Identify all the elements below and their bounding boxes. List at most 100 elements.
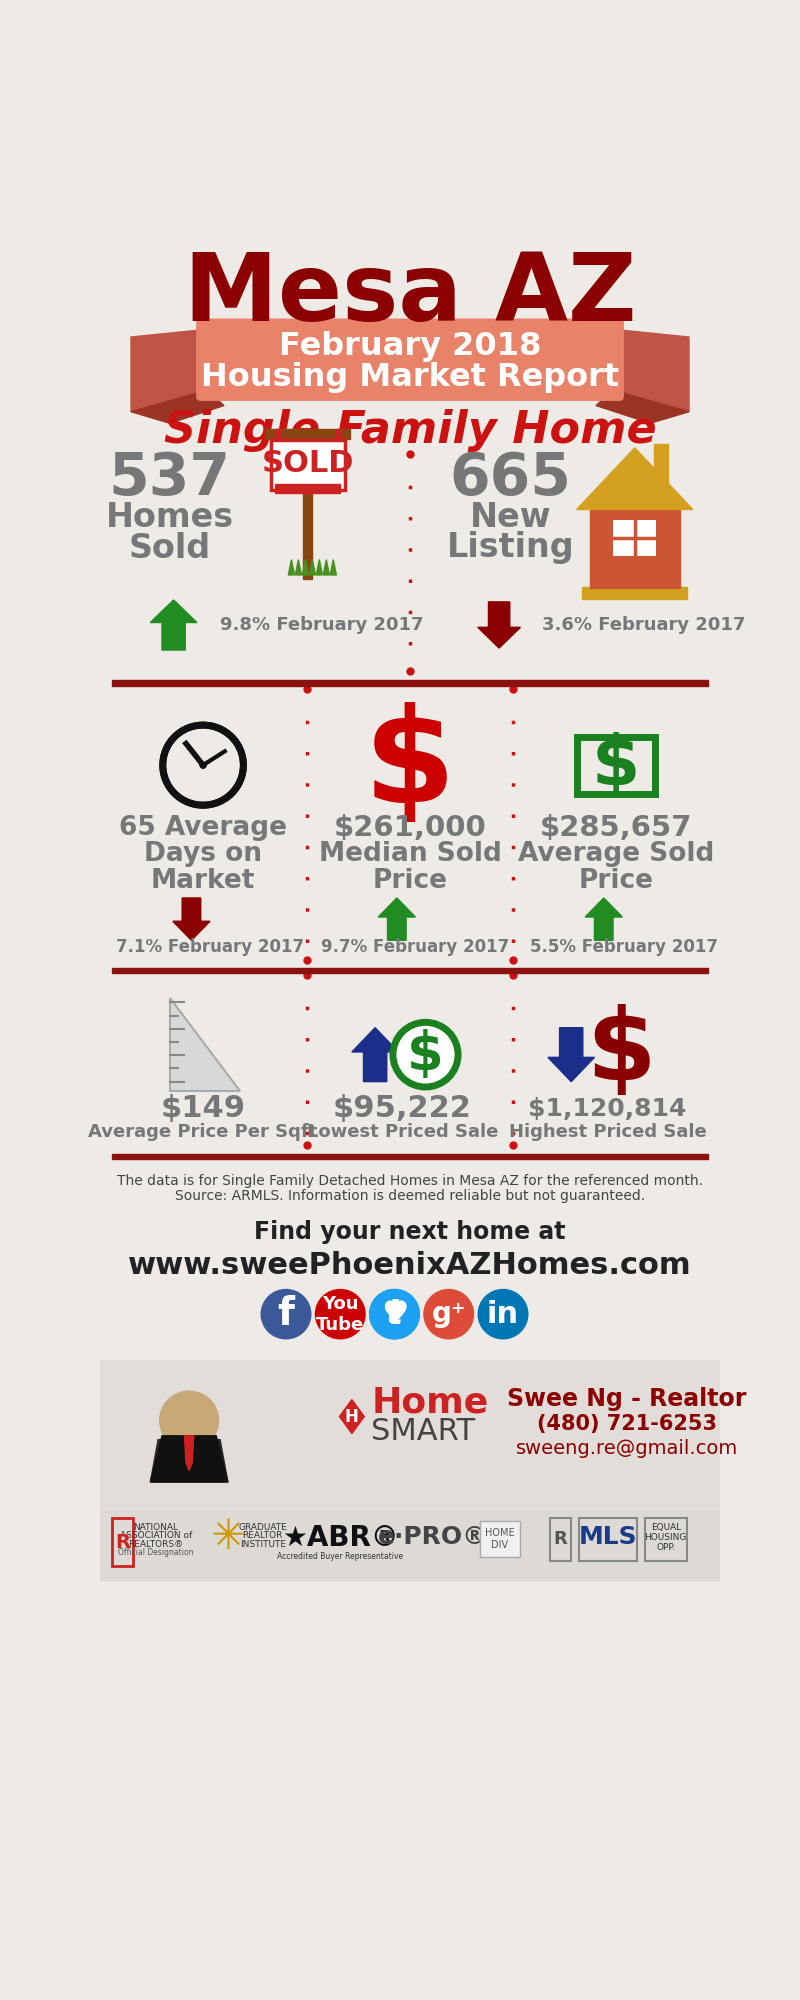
Text: ASSOCIATION of: ASSOCIATION of xyxy=(120,1532,192,1540)
Bar xyxy=(578,736,655,794)
Circle shape xyxy=(370,1290,419,1338)
Text: in: in xyxy=(487,1300,519,1328)
Text: Swee Ng - Realtor: Swee Ng - Realtor xyxy=(507,1386,746,1410)
Text: Median Sold: Median Sold xyxy=(318,842,502,868)
Circle shape xyxy=(200,762,206,768)
Text: $95,222: $95,222 xyxy=(333,1094,472,1124)
Text: Price: Price xyxy=(578,868,654,894)
Text: INSTITUTE: INSTITUTE xyxy=(240,1540,286,1548)
Text: February 2018: February 2018 xyxy=(279,330,541,362)
Circle shape xyxy=(370,1290,419,1338)
Text: Official Designation: Official Designation xyxy=(118,1548,194,1558)
Text: Market: Market xyxy=(151,868,255,894)
Text: The data is for Single Family Detached Homes in Mesa AZ for the referenced month: The data is for Single Family Detached H… xyxy=(117,1174,703,1188)
Text: $285,657: $285,657 xyxy=(540,814,692,842)
Text: EQUAL
HOUSING
OPP.: EQUAL HOUSING OPP. xyxy=(645,1522,687,1552)
Text: NATIONAL: NATIONAL xyxy=(134,1522,178,1532)
Polygon shape xyxy=(310,560,315,574)
Bar xyxy=(654,444,668,482)
Text: Average Price Per Sqft: Average Price Per Sqft xyxy=(88,1122,318,1140)
Text: 9.8% February 2017: 9.8% February 2017 xyxy=(220,616,424,634)
Bar xyxy=(550,1518,571,1560)
Text: Homes: Homes xyxy=(106,500,234,534)
Text: REALTOR: REALTOR xyxy=(242,1532,283,1540)
Bar xyxy=(480,1520,520,1558)
Circle shape xyxy=(478,1290,528,1338)
Polygon shape xyxy=(131,330,207,412)
Polygon shape xyxy=(613,330,689,412)
Text: HOME
DIV: HOME DIV xyxy=(485,1528,514,1550)
Polygon shape xyxy=(596,390,689,424)
Text: Home: Home xyxy=(371,1386,489,1420)
Text: REALTORS®: REALTORS® xyxy=(128,1540,183,1548)
Circle shape xyxy=(393,1022,458,1088)
Circle shape xyxy=(160,1392,218,1450)
Text: SMART: SMART xyxy=(371,1418,475,1446)
Polygon shape xyxy=(131,390,224,424)
Circle shape xyxy=(164,726,242,804)
Polygon shape xyxy=(352,1028,398,1082)
Text: $: $ xyxy=(407,1028,444,1080)
Text: 3.6% February 2017: 3.6% February 2017 xyxy=(542,616,745,634)
Text: Days on: Days on xyxy=(144,842,262,868)
Text: $1,120,814: $1,120,814 xyxy=(529,1096,687,1120)
Text: You
Tube: You Tube xyxy=(316,1294,364,1334)
FancyBboxPatch shape xyxy=(196,318,624,400)
Polygon shape xyxy=(323,560,330,574)
Text: (480) 721-6253: (480) 721-6253 xyxy=(537,1414,717,1434)
Bar xyxy=(303,440,312,578)
Polygon shape xyxy=(478,602,521,648)
Text: R: R xyxy=(115,1532,130,1552)
Text: Accredited Buyer Representative: Accredited Buyer Representative xyxy=(277,1552,403,1562)
Text: $149: $149 xyxy=(161,1094,246,1124)
Text: $: $ xyxy=(586,1004,655,1100)
Text: Single Family Home: Single Family Home xyxy=(164,410,656,452)
Polygon shape xyxy=(585,898,622,940)
Polygon shape xyxy=(548,1028,594,1082)
Text: Average Sold: Average Sold xyxy=(518,842,714,868)
Text: Source: ARMLS. Information is deemed reliable but not guaranteed.: Source: ARMLS. Information is deemed rel… xyxy=(175,1190,645,1204)
Bar xyxy=(112,1154,708,1160)
Bar xyxy=(582,586,687,598)
Bar xyxy=(613,520,657,556)
Bar xyxy=(579,1518,637,1560)
Bar xyxy=(112,680,708,686)
Bar xyxy=(265,428,350,440)
Text: ♥: ♥ xyxy=(381,1300,408,1328)
Text: Sold: Sold xyxy=(129,532,211,564)
Bar xyxy=(336,428,340,448)
Bar xyxy=(270,440,345,490)
Text: H: H xyxy=(345,1408,359,1426)
Text: $: $ xyxy=(364,702,456,828)
Bar xyxy=(100,1360,720,1510)
Text: New: New xyxy=(470,500,551,534)
Text: ✳: ✳ xyxy=(210,1516,246,1558)
Polygon shape xyxy=(295,560,302,574)
Polygon shape xyxy=(339,1400,364,1434)
Text: MLS: MLS xyxy=(578,1526,637,1550)
Text: e·PRO®: e·PRO® xyxy=(378,1526,488,1550)
Polygon shape xyxy=(330,560,336,574)
Bar xyxy=(112,968,708,974)
Polygon shape xyxy=(185,1436,194,1470)
Text: t: t xyxy=(386,1298,403,1332)
Text: $: $ xyxy=(592,732,640,800)
Text: Listing: Listing xyxy=(447,532,574,564)
Text: f: f xyxy=(278,1296,294,1334)
Circle shape xyxy=(261,1290,310,1338)
Text: 9.7% February 2017: 9.7% February 2017 xyxy=(321,938,509,956)
Text: ★ABR®: ★ABR® xyxy=(282,1524,398,1552)
Polygon shape xyxy=(150,600,197,650)
Text: 665: 665 xyxy=(450,450,572,508)
Bar xyxy=(100,1510,720,1580)
Text: SOLD: SOLD xyxy=(262,448,354,478)
Text: www.sweePhoenixAZHomes.com: www.sweePhoenixAZHomes.com xyxy=(128,1252,692,1280)
Text: Housing Market Report: Housing Market Report xyxy=(201,362,619,392)
Text: 537: 537 xyxy=(109,450,230,508)
Bar xyxy=(590,510,680,588)
Polygon shape xyxy=(316,560,322,574)
Bar xyxy=(645,1518,687,1560)
Polygon shape xyxy=(150,1436,228,1482)
Polygon shape xyxy=(150,1440,228,1482)
Polygon shape xyxy=(170,998,239,1090)
